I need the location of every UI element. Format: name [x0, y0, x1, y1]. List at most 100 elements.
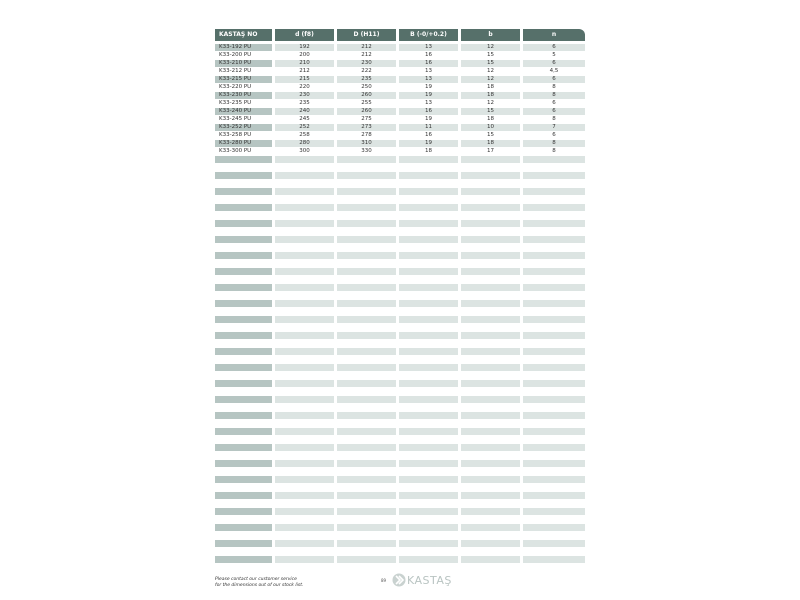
table-cell — [399, 436, 458, 443]
table-cell: K33-230 PU — [215, 92, 272, 99]
table-cell — [337, 300, 396, 307]
table-cell — [523, 516, 585, 523]
table-cell — [523, 428, 585, 435]
empty-row — [215, 564, 585, 572]
table-cell — [399, 540, 458, 547]
table-cell — [275, 396, 334, 403]
table-cell — [275, 156, 334, 163]
table-cell: 16 — [425, 132, 432, 138]
table-cell — [275, 268, 334, 275]
table-cell — [275, 332, 334, 339]
table-cell — [399, 564, 458, 571]
table-cell — [337, 476, 396, 483]
table-cell — [275, 508, 334, 515]
table-cell — [523, 316, 585, 323]
table-cell — [215, 484, 272, 491]
note-line-1: Please contact our customer service — [215, 577, 297, 582]
table-cell — [399, 196, 458, 203]
table-cell — [215, 452, 272, 459]
table-cell — [399, 428, 458, 435]
table-cell — [337, 172, 396, 179]
table-cell — [399, 476, 458, 483]
table-cell — [215, 284, 272, 291]
table-row: K33-252 PU 252 273 11 10 7 — [215, 124, 585, 132]
table-cell — [523, 284, 585, 291]
table-cell: 250 — [361, 84, 372, 90]
table-cell — [337, 468, 396, 475]
table-cell — [461, 276, 520, 283]
empty-row — [215, 164, 585, 172]
table-cell: 19 — [425, 84, 432, 90]
table-cell — [275, 188, 334, 195]
empty-row — [215, 204, 585, 212]
table-cell — [275, 540, 334, 547]
table-cell: K33-280 PU — [215, 140, 272, 147]
table-cell — [337, 380, 396, 387]
table-cell — [461, 476, 520, 483]
table-cell — [399, 348, 458, 355]
table-cell: 260 — [337, 108, 396, 115]
table-cell — [461, 500, 520, 507]
table-cell — [337, 372, 396, 379]
table-cell: 18 — [425, 148, 432, 154]
table-cell — [337, 412, 396, 419]
table-cell — [399, 516, 458, 523]
table-cell — [275, 516, 334, 523]
table-cell — [399, 308, 458, 315]
table-cell — [523, 220, 585, 227]
table-cell — [523, 436, 585, 443]
table-header: KASTAŞ NO d (f8) D (H11) B (-0/+0.2) b n — [215, 29, 585, 41]
empty-row — [215, 348, 585, 356]
empty-row — [215, 532, 585, 540]
table-cell — [275, 340, 334, 347]
table-cell — [461, 412, 520, 419]
table-cell — [523, 380, 585, 387]
table-cell — [523, 548, 585, 555]
table-cell — [399, 356, 458, 363]
table-cell: K33-200 PU — [219, 52, 252, 58]
table-cell — [399, 244, 458, 251]
table-cell: 19 — [399, 92, 458, 99]
empty-row — [215, 212, 585, 220]
table-cell — [461, 404, 520, 411]
table-cell — [523, 332, 585, 339]
table-cell: 230 — [275, 92, 334, 99]
table-row: K33-200 PU 200 212 16 15 5 — [215, 52, 585, 60]
empty-row — [215, 316, 585, 324]
table-cell: 4,5 — [549, 68, 559, 74]
empty-row — [215, 476, 585, 484]
table-cell: K33-210 PU — [215, 60, 272, 67]
table-cell — [337, 244, 396, 251]
table-cell — [337, 188, 396, 195]
empty-row — [215, 508, 585, 516]
table-cell — [215, 388, 272, 395]
table-cell — [461, 268, 520, 275]
table-cell — [399, 484, 458, 491]
table-cell — [461, 388, 520, 395]
table-cell — [215, 380, 272, 387]
table-row: K33-300 PU 300 330 18 17 8 — [215, 148, 585, 156]
table-cell: 12 — [487, 100, 494, 106]
table-cell — [461, 540, 520, 547]
table-cell — [399, 212, 458, 219]
table-cell — [215, 532, 272, 539]
empty-row — [215, 500, 585, 508]
table-row: K33-280 PU 280 310 19 18 8 — [215, 140, 585, 148]
table-cell — [523, 540, 585, 547]
table-cell — [215, 204, 272, 211]
table-cell — [275, 228, 334, 235]
table-cell — [523, 532, 585, 539]
table-cell — [275, 500, 334, 507]
table-cell — [399, 452, 458, 459]
table-cell — [523, 204, 585, 211]
table-cell: 13 — [425, 100, 432, 106]
table-cell — [215, 516, 272, 523]
table-cell — [215, 460, 272, 467]
table-cell: 6 — [523, 108, 585, 115]
table-cell — [399, 524, 458, 531]
empty-row — [215, 260, 585, 268]
table-cell — [523, 420, 585, 427]
table-cell — [337, 292, 396, 299]
table-cell — [461, 284, 520, 291]
table-cell — [215, 540, 272, 547]
